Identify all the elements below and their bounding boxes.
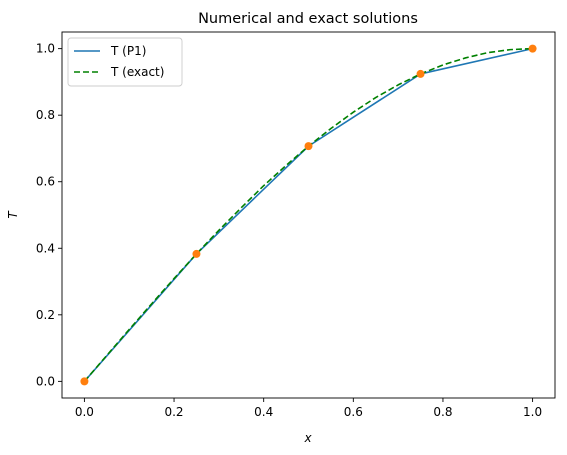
node-marker (528, 44, 537, 53)
y-tick-label: 0.6 (36, 175, 55, 189)
node-marker (416, 69, 425, 78)
x-axis-ticks: 0.0 0.2 0.4 0.6 0.8 1.0 (75, 398, 542, 419)
y-axis-ticks: 0.0 0.2 0.4 0.6 0.8 1.0 (36, 42, 62, 388)
y-tick-label: 0.8 (36, 108, 55, 122)
node-marker (192, 249, 201, 258)
y-tick-label: 0.2 (36, 308, 55, 322)
x-axis-label: x (303, 431, 312, 445)
node-marker (304, 142, 313, 151)
x-tick-label: 0.0 (75, 405, 94, 419)
y-tick-label: 0.4 (36, 241, 55, 255)
legend-label-p1: T (P1) (110, 44, 146, 58)
x-tick-label: 1.0 (523, 405, 542, 419)
axes-frame (61, 31, 556, 399)
y-tick-label: 0.0 (36, 374, 55, 388)
x-tick-label: 0.2 (164, 405, 183, 419)
y-tick-label: 1.0 (36, 42, 55, 56)
chart-title: Numerical and exact solutions (198, 11, 418, 27)
legend-box (67, 37, 183, 87)
x-tick-label: 0.4 (254, 405, 273, 419)
x-tick-label: 0.6 (344, 405, 363, 419)
y-axis-label: T (6, 210, 20, 219)
node-marker (80, 377, 89, 386)
plot-area (80, 44, 537, 386)
legend-label-exact: T (exact) (110, 65, 164, 79)
legend: T (P1) T (exact) (67, 37, 183, 87)
x-tick-label: 0.8 (433, 405, 452, 419)
